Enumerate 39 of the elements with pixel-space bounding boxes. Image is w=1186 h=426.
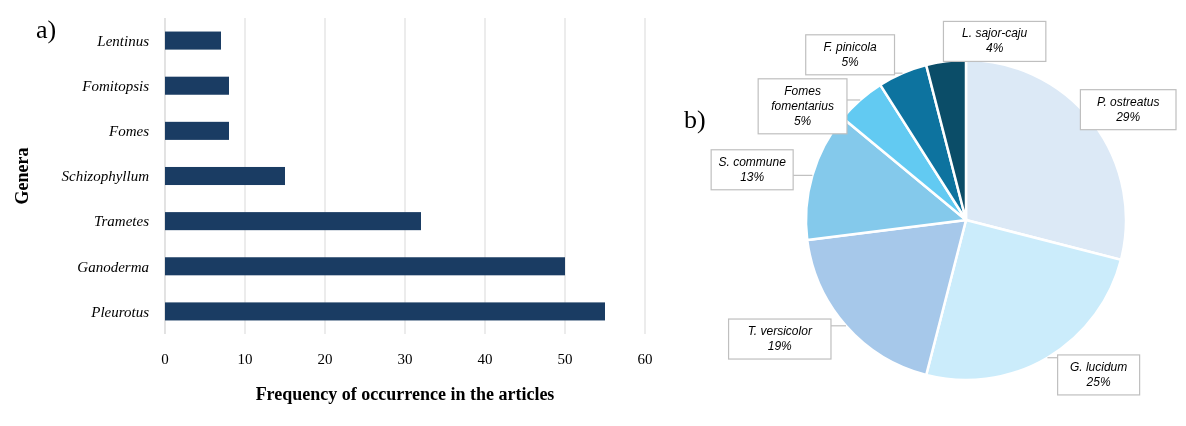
y-tick-label: Lentinus: [96, 32, 150, 49]
y-tick-label: Pleurotus: [90, 303, 150, 320]
x-axis-title: Frequency of occurrence in the articles: [255, 384, 555, 404]
data-label: 4%: [985, 41, 1004, 56]
y-tick-label: Schizophyllum: [61, 168, 150, 185]
slice-label: T. versicolor: [747, 324, 813, 339]
bar: [165, 257, 565, 276]
bar: [165, 166, 285, 186]
x-tick-label: 60: [637, 351, 653, 367]
slice-label: P. ostreatus: [1096, 94, 1160, 109]
slice-label: G. lucidum: [1069, 359, 1128, 374]
x-tick-label: 10: [237, 351, 253, 367]
bar: [165, 31, 221, 50]
bar: [165, 76, 229, 95]
data-label: 13%: [740, 169, 765, 184]
slice-label: L. sajor-caju: [962, 26, 1028, 41]
slice-label: F. pinicola: [823, 39, 878, 54]
x-tick-label: 20: [317, 351, 333, 367]
x-tick-label: 0: [161, 351, 169, 367]
data-label: 19%: [767, 339, 793, 354]
y-tick-label: Trametes: [93, 213, 150, 230]
x-tick-label: 50: [557, 351, 573, 367]
y-tick-label: Fomitopsis: [81, 77, 150, 94]
y-axis-title: Genera: [12, 147, 32, 205]
bar: [165, 302, 605, 321]
x-tick-label: 30: [397, 351, 413, 367]
data-label: 29%: [1115, 109, 1141, 124]
y-tick-label: Fomes: [108, 123, 150, 140]
data-label: 5%: [793, 113, 812, 128]
data-label: 5%: [841, 54, 860, 69]
bar: [165, 121, 229, 140]
x-tick-label: 40: [477, 351, 493, 367]
bar: [165, 212, 421, 231]
y-tick-label: Ganoderma: [77, 258, 149, 275]
slice-label: Fomes fomentarius: [771, 83, 834, 113]
text: a): [36, 15, 57, 44]
text: b): [684, 105, 706, 134]
slice-label: S. commune: [718, 154, 787, 169]
data-label: 25%: [1085, 374, 1111, 389]
